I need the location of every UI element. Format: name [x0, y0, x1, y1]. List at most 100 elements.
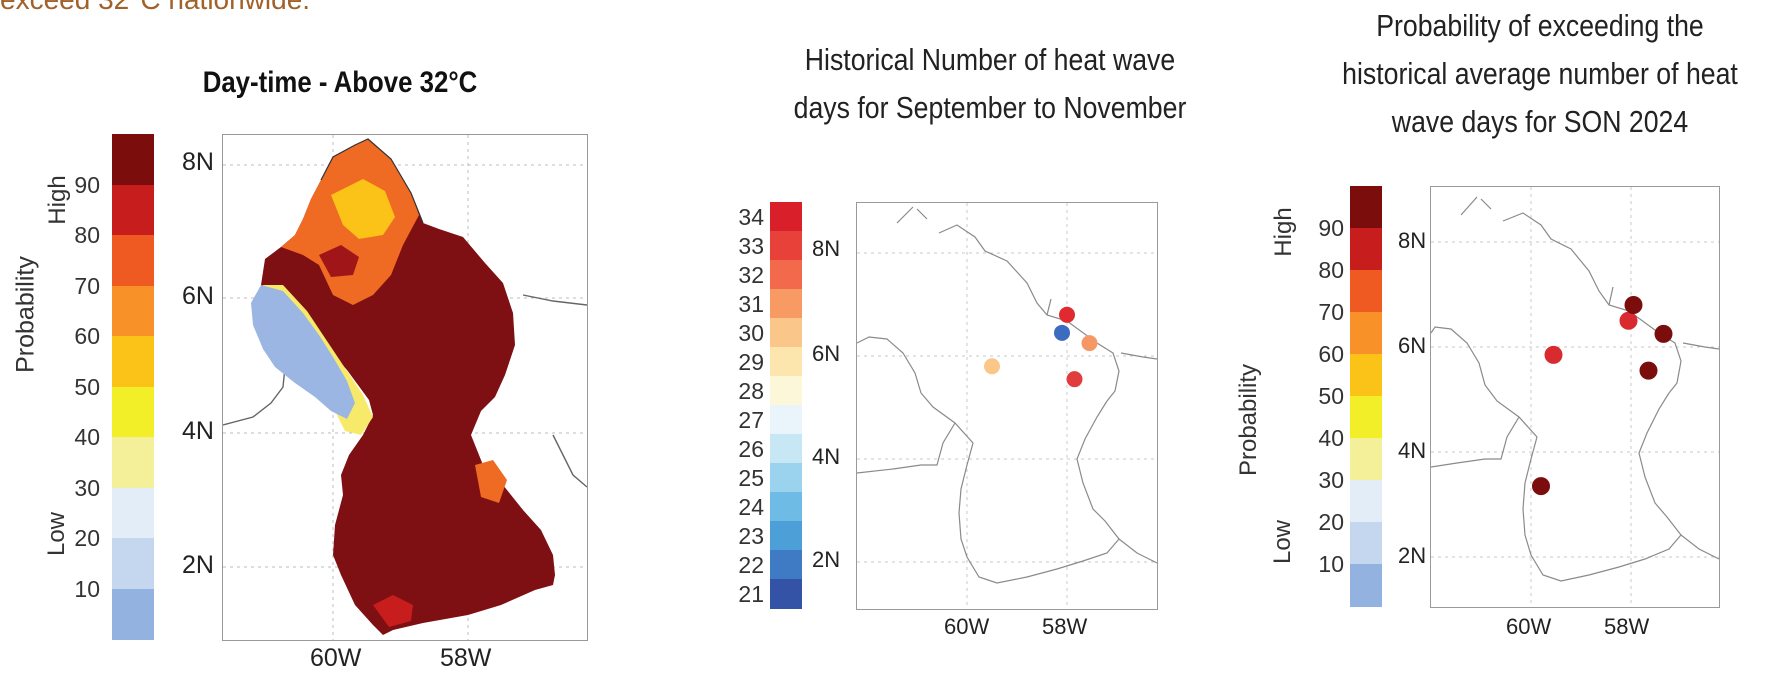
map-3-canvas	[1431, 187, 1719, 607]
map-3-station-marker	[1624, 296, 1643, 314]
intro-text: exceed 32°C nationwide.	[0, 0, 310, 16]
map-2-colorbar-segment	[770, 405, 802, 435]
map-2-colorbar-tick: 21	[738, 580, 764, 607]
map-1-frame	[222, 134, 588, 641]
map-2-colorbar-tick: 27	[738, 406, 764, 433]
map-2-colorbar-tick: 32	[738, 261, 764, 288]
map-2-colorbar	[770, 202, 802, 609]
map-2-colorbar-tick: 23	[738, 522, 764, 549]
map-2-colorbar-segment	[770, 231, 802, 261]
map-1-colorbar-segment	[112, 538, 154, 589]
map-3-colorbar-tick: 90	[1318, 215, 1344, 241]
map-3-colorbar-tick: 80	[1318, 257, 1344, 283]
map-2-colorbar-segment	[770, 260, 802, 290]
map-3-station-marker	[1639, 361, 1658, 380]
map-2-station-marker	[984, 358, 1000, 375]
map-3-colorbar-ticks: 90 80 70 60 50 40 30 20 10	[1300, 186, 1344, 606]
map-2-colorbar-ticks: 34 33 32 31 30 29 28 27 26 25 24 23 22 21	[720, 202, 764, 608]
map-3-colorbar-tick: 40	[1318, 425, 1344, 451]
map-3-colorbar-segment	[1350, 270, 1382, 313]
map-1-colorbar-segment	[112, 588, 154, 640]
map-2-lon-58w: 58W	[1042, 614, 1088, 639]
map-3-colorbar-label: Probability	[1235, 363, 1262, 477]
map-2-colorbar-segment	[770, 289, 802, 319]
map-3-station-marker	[1544, 345, 1563, 364]
map-2-station-marker	[1054, 324, 1070, 341]
map-2-colorbar-tick: 22	[738, 551, 764, 578]
map-2-lat-8n: 8N	[812, 236, 841, 261]
map-3-lon-60w: 60W	[1506, 614, 1552, 639]
map-1-colorbar-tick: 90	[74, 171, 100, 198]
map-3-station-marker	[1532, 477, 1550, 496]
map-1-colorbar-segment	[112, 285, 154, 337]
map-3-station-marker	[1619, 311, 1638, 330]
guyana-dark-cluster	[319, 245, 359, 277]
map-2-colorbar-segment	[770, 434, 802, 464]
map-3-colorbar-tick: 30	[1318, 467, 1344, 493]
map-3-colorbar-segment	[1350, 186, 1382, 229]
map-3-colorbar-segment	[1350, 522, 1382, 565]
map-1-title: Day-time - Above 32°C	[202, 66, 478, 99]
map-2-colorbar-tick: 29	[738, 348, 764, 375]
map-2-colorbar-tick: 24	[738, 493, 764, 520]
map-3-colorbar-segment	[1350, 312, 1382, 355]
guyana-red-patch	[373, 595, 413, 627]
map-3-colorbar-segment	[1350, 228, 1382, 271]
map-1-colorbar-tick: 50	[74, 373, 100, 400]
map-1-lon-60w: 60W	[310, 644, 362, 672]
map-1-lat-8n: 8N	[182, 148, 214, 176]
map-2-canvas	[857, 203, 1157, 609]
map-3-station-marker	[1654, 324, 1673, 343]
map-2-colorbar-tick: 30	[738, 319, 764, 346]
map-3-lat-2n: 2N	[1398, 543, 1427, 568]
map-3-colorbar-tick: 50	[1318, 383, 1344, 409]
map-3-high-label: High	[1270, 207, 1297, 257]
map-1-colorbar-segment	[112, 437, 154, 488]
map-2-colorbar-segment	[770, 550, 802, 580]
map-1-lon-58w: 58W	[440, 644, 492, 672]
map-1-colorbar-segment	[112, 134, 154, 185]
map-3-colorbar-tick: 70	[1318, 299, 1344, 325]
map-1-colorbar-segment	[112, 184, 154, 236]
map-2-colorbar-tick: 33	[738, 232, 764, 259]
map-3-colorbar-segment	[1350, 480, 1382, 523]
map-3-lat-6n: 6N	[1398, 333, 1427, 358]
map-2-colorbar-tick: 25	[738, 464, 764, 491]
map-3-low-label: Low	[1269, 519, 1296, 565]
guyana-light-blue-region	[251, 285, 355, 419]
map-2-colorbar-segment	[770, 492, 802, 522]
map-2-colorbar-tick: 34	[738, 203, 764, 230]
map-1-lat-4n: 4N	[182, 417, 214, 445]
map-3-lat-8n: 8N	[1398, 228, 1427, 253]
map-3-frame	[1430, 186, 1720, 608]
map-2-frame	[856, 202, 1158, 610]
map-1-lat-2n: 2N	[182, 551, 214, 579]
map-3-colorbar-segment	[1350, 564, 1382, 607]
map-3-colorbar-segment	[1350, 438, 1382, 481]
map-2-lat-6n: 6N	[812, 341, 841, 366]
map-2-title: Historical Number of heat wave days for …	[793, 42, 1187, 125]
map-2-colorbar-segment	[770, 463, 802, 493]
map-2-station-marker	[1066, 371, 1083, 388]
map-1-lat-6n: 6N	[182, 282, 214, 310]
map-1-colorbar	[112, 134, 154, 640]
map-2-station-marker	[1059, 306, 1075, 323]
map-1-colorbar-tick: 30	[74, 474, 100, 501]
map-2-colorbar-segment	[770, 521, 802, 551]
map-1-colorbar-ticks: 90 80 70 60 50 40 30 20 10	[40, 134, 100, 639]
map-2-lat-4n: 4N	[812, 444, 841, 469]
map-2-lat-2n: 2N	[812, 547, 841, 572]
map-2-colorbar-segment	[770, 347, 802, 377]
map-1-colorbar-segment	[112, 487, 154, 539]
map-3-lon-58w: 58W	[1604, 614, 1650, 639]
map-2-station-marker	[1081, 335, 1098, 352]
map-2-colorbar-tick: 31	[738, 290, 764, 317]
map-1-colorbar-tick: 80	[74, 222, 100, 248]
map-2-lon-60w: 60W	[944, 614, 990, 639]
map-2-colorbar-tick: 28	[738, 377, 764, 404]
map-1-colorbar-tick: 70	[74, 272, 100, 299]
map-3-lat-4n: 4N	[1398, 438, 1427, 463]
map-1-colorbar-tick: 60	[74, 323, 100, 349]
map-2-colorbar-segment	[770, 579, 802, 609]
map-3-colorbar	[1350, 186, 1382, 607]
